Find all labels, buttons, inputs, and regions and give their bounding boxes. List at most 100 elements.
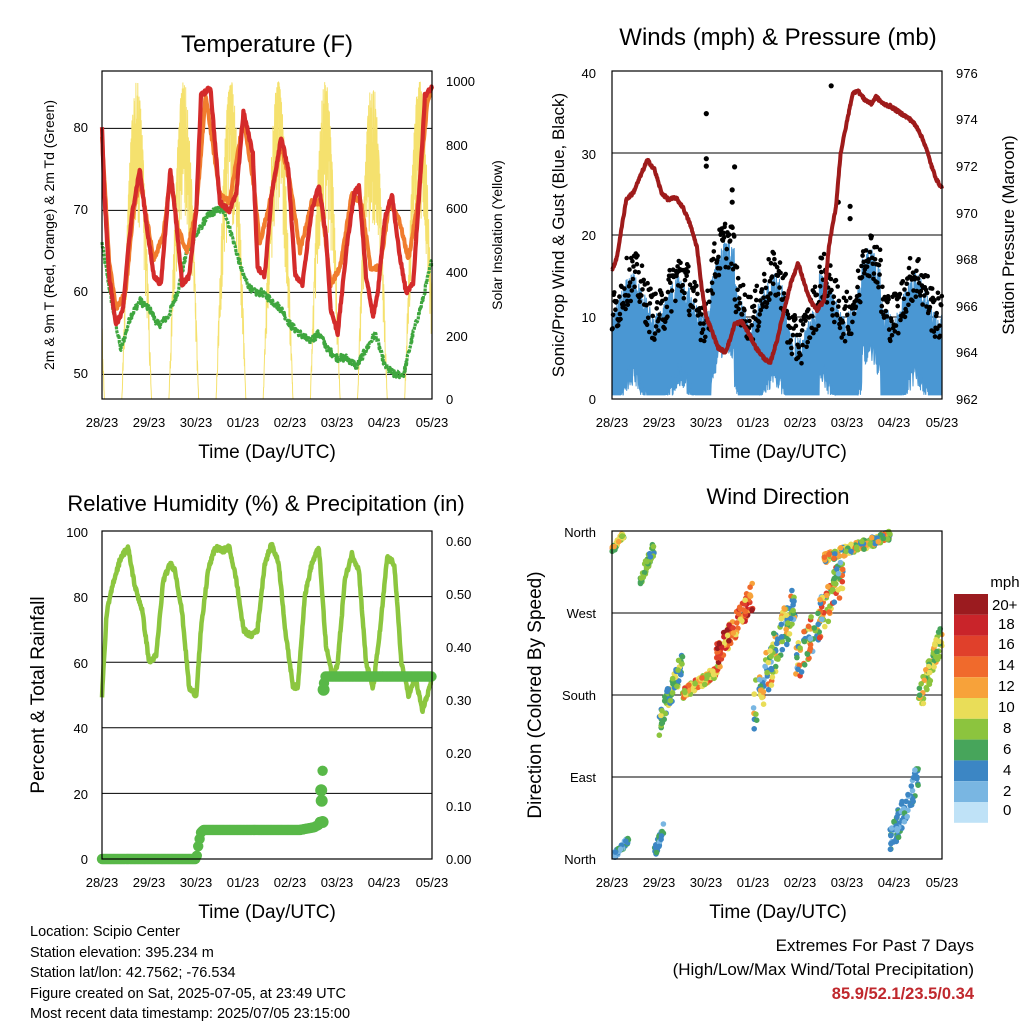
gust-point [789, 345, 794, 351]
winds-y-label-right: Station Pressure (Maroon) [999, 135, 1018, 334]
gust-point [910, 270, 916, 276]
temp-x-tick-label: 29/23 [133, 415, 166, 430]
humidity-x-axis: 28/23 29/23 30/23 01/23 02/23 03/23 04/2… [86, 875, 449, 890]
winds-panel: Winds (mph) & Pressure (mb) 0 10 20 30 4… [549, 24, 1018, 463]
temp-x-tick-label: 30/23 [180, 415, 213, 430]
gust-point [819, 255, 825, 261]
direction-point [901, 818, 908, 825]
wind-left-tick-label: 40 [582, 66, 596, 81]
gust-point [874, 244, 880, 250]
direction-point [726, 638, 732, 644]
gust-point [907, 255, 913, 261]
gust-point [932, 334, 938, 339]
gust-point [656, 316, 662, 322]
gust-point [788, 338, 794, 343]
gust-point [856, 292, 862, 298]
rh-right-tick-label: 0.30 [446, 693, 471, 708]
temp-right-tick-label: 1000 [446, 74, 475, 89]
temp-right-tick-label: 200 [446, 329, 468, 344]
gust-point [647, 329, 652, 335]
gust-point [849, 331, 854, 337]
direction-point [887, 846, 894, 853]
gust-point [761, 295, 766, 301]
gust-point [615, 323, 621, 328]
direction-point [869, 534, 875, 541]
direction-plot-frame [611, 530, 943, 860]
gust-point [705, 288, 710, 294]
gust-point [859, 263, 864, 269]
gust-point [663, 296, 668, 302]
direction-point [926, 669, 933, 676]
gust-point [886, 327, 892, 332]
direction-point [903, 798, 909, 805]
gust-point [800, 342, 805, 348]
dir-x-tick-label: 04/23 [878, 875, 911, 890]
legend-color-box [954, 656, 988, 678]
direction-point [786, 631, 793, 637]
gust-point [618, 316, 623, 322]
direction-point [793, 671, 799, 677]
gust-point [778, 270, 783, 276]
direction-point [841, 553, 847, 559]
gust-point [938, 302, 944, 308]
legend-color-box [954, 635, 988, 657]
gust-point [727, 238, 733, 243]
gust-point [830, 300, 836, 306]
gust-point [844, 289, 850, 295]
gust-point [916, 257, 921, 262]
rh-line [99, 541, 435, 715]
direction-point [717, 663, 723, 670]
gust-point [726, 265, 731, 270]
gust-point [886, 296, 891, 302]
gust-point [867, 273, 872, 279]
direction-point [779, 646, 786, 653]
gust-point [851, 311, 857, 317]
dewpoint-line [100, 205, 434, 380]
direction-left-axis: North East South West North [562, 525, 596, 867]
gust-point [816, 323, 821, 329]
gust-point [732, 297, 738, 302]
temperature-panel: Temperature (F) 50 60 70 80 0 200 400 60… [41, 31, 505, 463]
direction-point [801, 662, 808, 668]
latest-data-line: Most recent data timestamp: 2025/07/05 2… [30, 1006, 351, 1022]
wind-left-tick-label: 0 [589, 392, 596, 407]
gust-point [906, 265, 912, 271]
direction-point [762, 663, 768, 670]
gust-point [612, 290, 617, 295]
direction-point [653, 849, 660, 856]
direction-point [769, 674, 776, 680]
gust-point [757, 312, 762, 317]
gust-point [660, 298, 665, 304]
gust-point [889, 333, 895, 338]
gust-point [756, 319, 762, 325]
gust-point [703, 334, 708, 340]
direction-point [859, 538, 865, 545]
dir-x-tick-label: 05/23 [926, 875, 959, 890]
gust-point [789, 351, 795, 357]
legend-color-boxes [954, 594, 988, 823]
humidity-right-axis: 0.00 0.10 0.20 0.30 0.40 0.50 0.60 [446, 534, 471, 867]
gust-point [755, 328, 760, 333]
gust-point [817, 284, 823, 289]
direction-point [912, 767, 918, 773]
rh-x-tick-label: 30/23 [180, 875, 213, 890]
gust-point [855, 284, 860, 290]
direction-point [801, 638, 807, 645]
direction-point [918, 681, 924, 687]
gust-point [803, 318, 808, 323]
direction-point [615, 538, 622, 545]
humidity-panel: Relative Humidity (%) & Precipitation (i… [28, 491, 471, 923]
gust-point [911, 288, 916, 293]
wind-x-tick-label: 02/23 [784, 415, 817, 430]
gust-point [847, 203, 853, 209]
gust-point [763, 285, 769, 291]
gust-point [846, 327, 851, 333]
direction-point [760, 701, 767, 707]
wind-right-tick-label: 972 [956, 159, 978, 174]
gust-point [692, 279, 697, 285]
direction-point [695, 684, 701, 691]
gust-point [712, 241, 717, 246]
gust-point [669, 288, 675, 293]
rh-x-tick-label: 02/23 [274, 875, 307, 890]
humidity-title: Relative Humidity (%) & Precipitation (i… [67, 491, 464, 516]
